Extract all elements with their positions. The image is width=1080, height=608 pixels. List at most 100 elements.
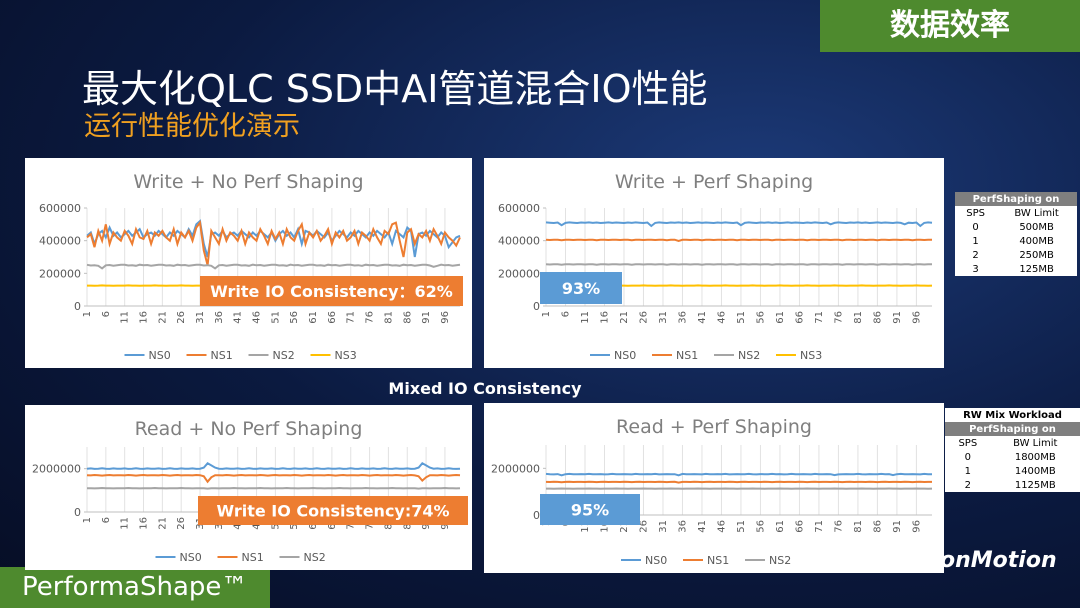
x-tick-label: 96 [911,520,922,533]
x-tick-label: 56 [755,520,766,533]
legend-label: NS1 [676,349,698,362]
y-tick-label: 0 [533,509,540,522]
chart-title: Write + No Perf Shaping [133,171,363,193]
table-cell: 500MB [1019,221,1054,233]
x-tick-label: 71 [814,520,825,533]
legend-label: NS2 [273,349,295,362]
series-line [545,221,933,228]
x-tick-label: 1 [541,311,552,317]
x-tick-label: 16 [599,311,610,324]
header-cell: BW Limit [1014,207,1059,219]
table-cell: 1 [964,465,971,477]
header-cell: BW Limit [1013,437,1058,449]
series-line [545,238,932,243]
chart-title: Read + Perf Shaping [616,416,812,438]
header-cell: SPS [958,437,978,449]
legend-label: NS1 [242,551,264,564]
table-row: 0 1800MB [945,450,1080,464]
x-tick-label: 31 [658,520,669,533]
series-line [86,220,461,266]
x-tick-label: 26 [176,517,187,530]
x-tick-label: 26 [176,311,187,324]
legend-label: NS1 [707,554,729,567]
legend-label: NS1 [211,349,233,362]
table-cell: 1125MB [1014,479,1056,491]
x-tick-label: 46 [716,311,727,324]
x-tick-label: 56 [289,311,300,324]
x-tick-label: 91 [892,311,903,324]
caption-row: PerfShaping on [955,192,1077,206]
header-row: SPS BW Limit [945,436,1080,450]
y-tick-label: 0 [74,300,81,313]
x-tick-label: 21 [157,517,168,530]
x-tick-label: 71 [346,311,357,324]
slide-title: 最大化QLC SSD中AI管道混合IO性能 [82,67,708,111]
legend-label: NS0 [149,349,171,362]
x-tick-label: 76 [833,520,844,533]
x-tick-label: 21 [157,311,168,324]
footer-brand: PerformaShape™ [0,567,270,608]
x-tick-label: 6 [101,311,112,317]
x-tick-label: 96 [440,311,451,324]
x-tick-label: 31 [195,311,206,324]
legend-label: NS0 [645,554,667,567]
x-tick-label: 16 [139,311,150,324]
y-tick-label: 2000000 [491,462,540,475]
annotation-box [540,272,622,304]
slide-subtitle: 运行性能优化演示 [84,111,300,142]
x-tick-label: 51 [270,311,281,324]
table-row: 1 400MB [955,234,1077,248]
x-tick-label: 61 [308,311,319,324]
y-tick-label: 600000 [498,202,540,215]
chart: Read + Perf Shaping161116212631364146515… [484,403,944,573]
series-line [545,480,932,484]
annotation-box [198,496,468,525]
table-cell: 2 [972,249,979,261]
x-tick-label: 51 [736,520,747,533]
table-cell: 2 [964,479,971,491]
chart: Read + No Perf Shaping161116212631364146… [25,405,472,570]
x-tick-label: 81 [853,520,864,533]
x-tick-label: 56 [755,311,766,324]
y-tick-label: 200000 [498,267,540,280]
chart-title: Read + No Perf Shaping [135,418,363,440]
x-tick-label: 26 [638,520,649,533]
caption-row: PerfShaping on [945,422,1080,436]
table-row: 1 1400MB [945,464,1080,478]
x-tick-label: 36 [677,520,688,533]
y-tick-label: 200000 [39,267,81,280]
caption-row: RW Mix Workload [945,408,1080,422]
x-tick-label: 41 [233,311,244,324]
table-cell: 125MB [1019,263,1054,275]
badge: 数据效率 [820,0,1080,52]
x-tick-label: 36 [677,311,688,324]
header-cell: SPS [966,207,985,219]
section-label: Mixed IO Consistency [388,379,582,398]
table-cell: 1 [972,235,979,247]
x-tick-label: 96 [911,311,922,324]
x-tick-label: 61 [775,311,786,324]
table-cell: 250MB [1019,249,1054,261]
annotation: 93% [562,279,600,298]
x-tick-label: 86 [402,311,413,324]
y-tick-label: 0 [533,300,540,313]
series-line [87,486,461,490]
annotation-box [200,276,463,306]
y-tick-label: 600000 [39,202,81,215]
x-tick-label: 61 [775,520,786,533]
x-tick-label: 31 [658,311,669,324]
x-tick-label: 6 [560,311,571,317]
chart-title: Write + Perf Shaping [615,171,813,193]
annotation-box [540,494,640,525]
x-tick-label: 66 [794,311,805,324]
footer-logo: onMotion [940,548,1057,573]
x-tick-label: 86 [872,311,883,324]
legend-label: NS2 [304,551,326,564]
x-tick-label: 81 [383,311,394,324]
caption: RW Mix Workload [945,408,1080,422]
table-row: 2 1125MB [945,478,1080,492]
x-tick-label: 76 [365,311,376,324]
legend-label: NS3 [800,349,822,362]
annotation: 95% [571,501,609,520]
